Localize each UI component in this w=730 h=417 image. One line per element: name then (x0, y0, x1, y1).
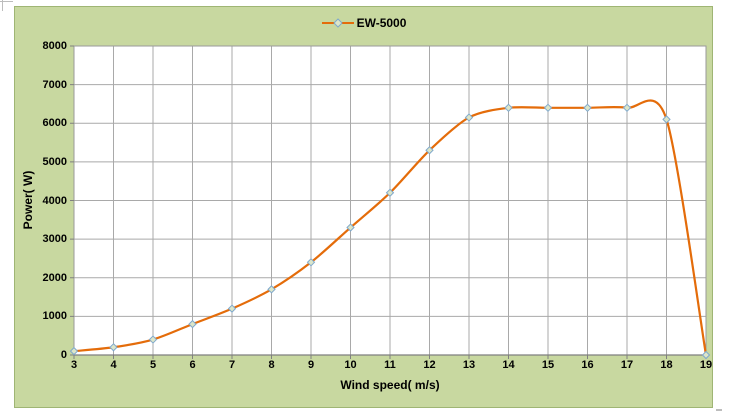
y-tick-label: 3000 (42, 233, 67, 246)
x-tick-label: 17 (620, 359, 634, 371)
x-tick-label: 15 (541, 359, 555, 371)
data-point-marker (267, 285, 276, 294)
chart-legend[interactable]: EW-5000 (15, 14, 712, 32)
data-point-marker (622, 103, 632, 113)
data-point-marker (306, 258, 316, 267)
chart-area[interactable]: EW-5000 Power( W) Wind speed( m/s) 3 4 5 6 7… (14, 6, 713, 408)
power-curve-plot (69, 45, 711, 360)
x-tick-label: 9 (307, 359, 315, 371)
data-point-marker (69, 346, 79, 356)
x-tick-label: 7 (228, 359, 236, 371)
x-tick-label: 10 (344, 359, 357, 371)
x-tick-label: 11 (384, 359, 396, 371)
x-tick-label: 14 (502, 359, 515, 371)
data-point-marker (188, 319, 197, 329)
y-axis-title-wrap: Power( W) (18, 7, 35, 407)
x-tick-label: 6 (189, 359, 196, 371)
data-point-marker (662, 115, 671, 124)
x-tick-label: 5 (149, 359, 157, 371)
legend-series-marker-icon (321, 18, 354, 28)
data-point-marker (583, 103, 592, 113)
data-point-marker (425, 146, 434, 155)
y-tick-label: 7000 (42, 78, 67, 91)
data-point-marker (109, 343, 118, 352)
data-point-marker (346, 223, 355, 232)
data-point-marker (385, 188, 395, 197)
page-artifact-bottomright (716, 409, 722, 411)
x-tick-label: 8 (268, 359, 275, 371)
y-tick-label: 5000 (42, 155, 67, 168)
x-tick-label: 3 (70, 359, 78, 371)
x-tick-label: 16 (581, 359, 594, 371)
page-artifact-topleft-v (2, 0, 3, 11)
x-tick-label: 18 (660, 359, 673, 371)
data-point-marker (701, 350, 711, 360)
legend-series-label: EW-5000 (356, 16, 407, 30)
data-point-marker (464, 113, 474, 122)
y-tick-label: 1000 (42, 310, 67, 323)
y-tick-label: 8000 (42, 40, 67, 52)
y-tick-label: 4000 (42, 194, 67, 207)
data-point-marker (504, 103, 513, 113)
data-point-marker (227, 304, 237, 313)
x-tick-label: 12 (423, 359, 436, 371)
y-tick-label: 0 (60, 349, 67, 361)
x-axis-title: Wind speed( m/s) (340, 378, 440, 392)
x-tick-label: 4 (110, 359, 117, 371)
y-tick-label: 6000 (42, 117, 67, 130)
y-tick-label: 2000 (42, 271, 67, 284)
x-tick-label: 13 (462, 359, 476, 371)
x-tick-label: 19 (699, 359, 713, 371)
data-point-marker (148, 335, 158, 344)
data-point-marker (543, 103, 553, 113)
page-artifact-topleft-h (0, 1, 13, 2)
